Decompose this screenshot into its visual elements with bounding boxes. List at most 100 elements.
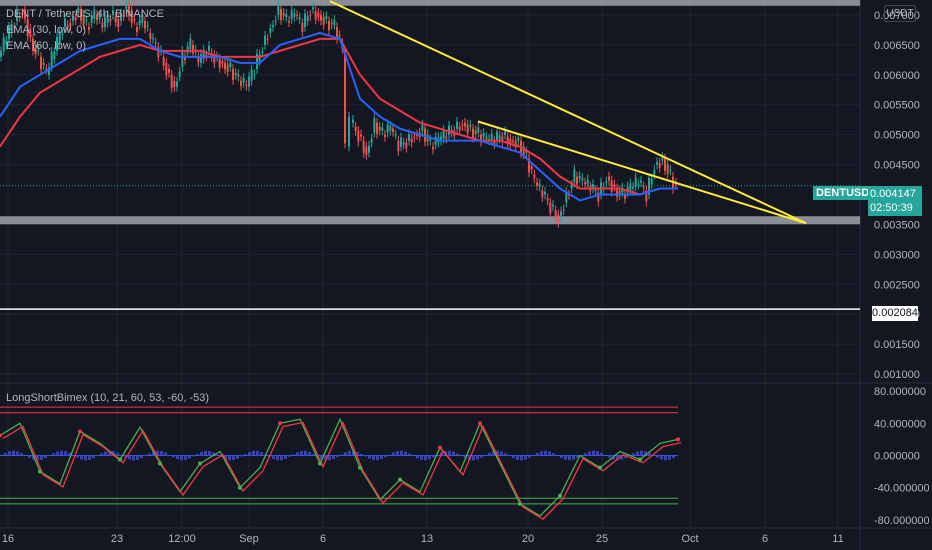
oscillator-histogram-bar — [600, 453, 603, 456]
candle-body — [301, 22, 304, 33]
oscillator-histogram-bar — [216, 454, 219, 456]
candle-body — [384, 134, 386, 138]
candle-body — [266, 38, 269, 40]
candle-body — [104, 17, 106, 27]
candle-body — [546, 198, 549, 201]
candle-body — [264, 35, 266, 45]
oscillator-histogram-bar — [64, 451, 67, 456]
oscillator-histogram-bar — [320, 455, 323, 459]
candle-body — [250, 69, 253, 81]
oscillator-histogram-bar — [172, 455, 175, 458]
candle-body — [45, 68, 48, 70]
candle-body — [504, 131, 506, 135]
oscillator-histogram-bar — [152, 451, 155, 456]
candle-body — [642, 186, 645, 188]
oscillator-histogram-bar — [128, 455, 131, 460]
oscillator-histogram-bar — [540, 451, 543, 456]
candle-body — [277, 3, 280, 15]
candle-body — [634, 177, 637, 187]
candle-body — [477, 127, 480, 133]
oscillator-histogram-bar — [92, 455, 95, 459]
candle-body — [338, 34, 341, 37]
candle-body — [242, 77, 245, 83]
candle-body — [8, 26, 10, 39]
price-tick-label: 0.003500 — [874, 219, 920, 231]
candle-body — [514, 140, 517, 148]
candle-body — [152, 37, 154, 39]
oscillator-histogram-bar — [520, 455, 523, 461]
candle-body — [528, 158, 530, 173]
candle-body — [18, 16, 21, 18]
candle-body — [280, 8, 282, 21]
candle-body — [48, 67, 50, 75]
candle-body — [53, 52, 56, 59]
candle-body — [501, 136, 504, 142]
candle-body — [570, 184, 573, 189]
oscillator-histogram-bar — [408, 453, 411, 456]
oscillator-histogram-bar — [384, 455, 387, 458]
price-tick-label: 0.001000 — [874, 369, 920, 381]
candle-body — [154, 42, 157, 44]
candle-body — [56, 37, 58, 51]
candle-body — [498, 135, 501, 139]
oscillator-histogram-bar — [276, 455, 279, 461]
oscillator-histogram-bar — [240, 455, 243, 457]
oscillator-histogram-bar — [588, 451, 591, 456]
oscillator-histogram-bar — [312, 454, 315, 456]
currency-unit-button[interactable]: USDT — [884, 5, 916, 22]
oscillator-histogram-bar — [364, 455, 367, 457]
candle-body — [421, 124, 424, 131]
oscillator-tick-label: 80.000000 — [874, 386, 926, 398]
oscillator-histogram-bar — [184, 455, 187, 461]
candle-body — [354, 126, 357, 132]
oscillator-histogram-bar — [164, 452, 167, 456]
time-tick-label: 20 — [522, 533, 534, 545]
oscillator-histogram-bar — [16, 451, 19, 456]
candle-body — [0, 50, 2, 57]
candle-body — [200, 54, 202, 63]
candle-body — [482, 133, 485, 137]
support-band — [0, 216, 860, 225]
oscillator-signal-dot — [198, 461, 202, 466]
time-tick-label: 6 — [762, 533, 768, 545]
candle-body — [306, 15, 309, 21]
oscillator-histogram-bar — [328, 455, 331, 461]
candle-body — [296, 14, 298, 16]
oscillator-histogram-bar — [56, 451, 59, 456]
oscillator-signal-dot — [38, 469, 42, 474]
candle-body — [584, 182, 586, 185]
candle-body — [648, 178, 650, 195]
oscillator-histogram-bar — [388, 454, 391, 456]
oscillator-histogram-bar — [608, 455, 611, 458]
candle-body — [112, 10, 114, 15]
candle-body — [90, 15, 93, 23]
oscillator-histogram-bar — [324, 455, 327, 461]
candle-body — [640, 180, 642, 183]
oscillator-histogram-bar — [256, 450, 259, 456]
time-tick-label: 12:00 — [168, 533, 196, 545]
candle-body — [128, 2, 130, 17]
oscillator-histogram-bar — [420, 455, 423, 460]
symbol-legend[interactable]: DENT / TetherUS, 4h, BINANCE — [6, 8, 164, 20]
candle-body — [472, 128, 474, 138]
support-band — [0, 0, 860, 6]
oscillator-histogram-bar — [456, 453, 459, 456]
ema60-legend[interactable]: EMA (60, low, 0) — [6, 40, 87, 52]
candle-body — [637, 184, 640, 186]
candle-body — [522, 146, 525, 155]
candle-body — [613, 184, 616, 187]
oscillator-legend[interactable]: LongShortBimex (10, 21, 60, 53, -60, -53… — [6, 392, 210, 404]
candle-body — [122, 14, 125, 17]
candle-body — [365, 146, 368, 156]
oscillator-signal-dot — [158, 461, 162, 466]
oscillator-histogram-bar — [196, 453, 199, 456]
candle-body — [282, 12, 285, 16]
time-tick-label: 13 — [421, 533, 433, 545]
oscillator-signal-dot — [78, 429, 82, 434]
oscillator-histogram-bar — [424, 455, 427, 461]
ema30-legend[interactable]: EMA (30, low, 0) — [6, 24, 87, 36]
price-tick-label: 0.001500 — [874, 339, 920, 351]
oscillator-signal-dot — [478, 421, 482, 426]
candle-body — [320, 14, 322, 21]
